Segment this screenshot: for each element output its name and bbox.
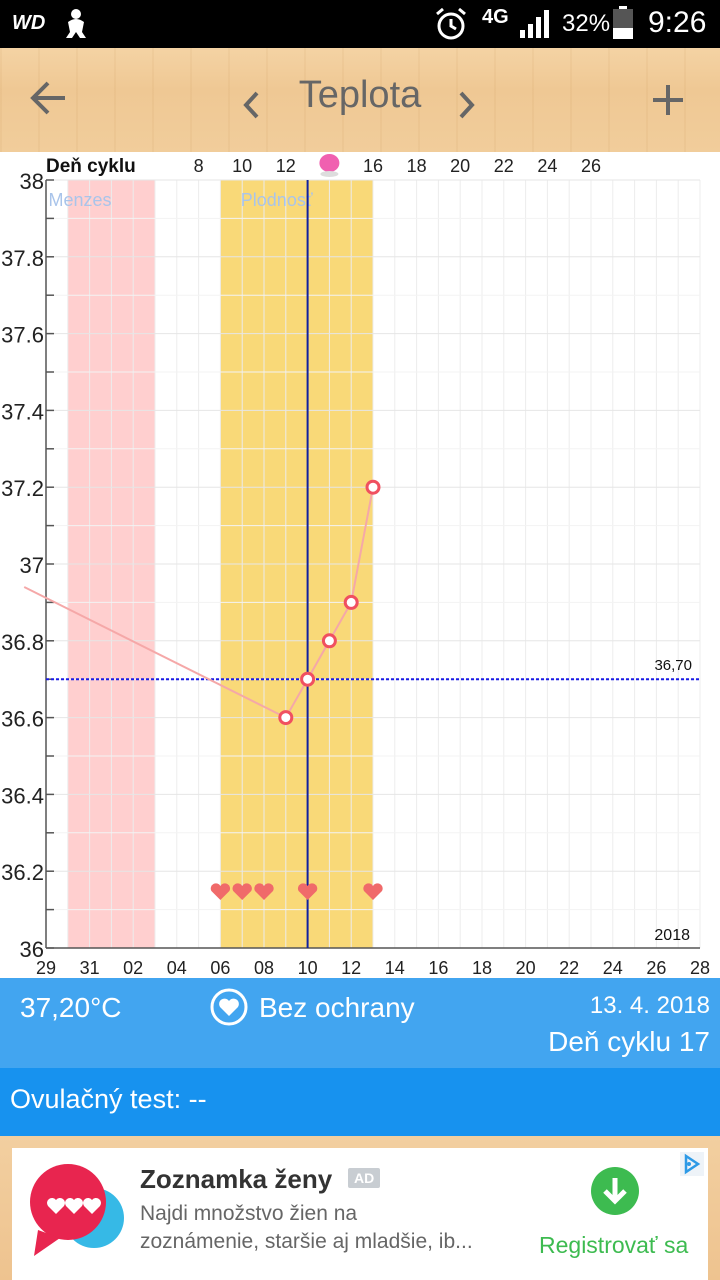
x-tick-label: 24 [603,958,623,978]
cycle-day: Deň cyklu 17 [548,1026,710,1057]
year-label: 2018 [654,927,690,944]
x-tick-label: 28 [690,958,710,978]
battery-percent: 32% [562,10,611,37]
x-tick-label: 12 [341,958,361,978]
alarm-icon [434,6,468,47]
y-tick-label: 36.4 [1,783,44,808]
app-bar: Teplota [0,48,720,152]
ad-description-line1: Najdi množstvo žien na [140,1202,358,1225]
top-tick-label: 16 [363,156,383,176]
protection-status: Bez ochrany [259,992,415,1023]
status-bar: WD 4G 32% 9:26 [0,0,720,48]
y-tick-label: 36.8 [1,630,44,655]
x-tick-label: 18 [472,958,492,978]
heart-icon [363,883,383,900]
ad-cta[interactable]: Registrovať sa [539,1232,689,1258]
temperature-chart-svg[interactable]: Menzes Plodnosť 36 36.2 36.4 36.6 36.8 37 37.2 37… [0,152,720,978]
chat-hearts-icon[interactable] [24,1158,128,1267]
selected-date: 13. 4. 2018 [589,992,710,1019]
y-tick-label: 37.4 [1,399,44,424]
x-tick-label: 26 [646,958,666,978]
page-title: Teplota [298,74,422,116]
temperature-point [300,671,316,687]
x-tick-label: 04 [167,958,187,978]
download-arrow-icon[interactable] [590,1166,640,1221]
coverline-label: 36,70 [654,657,692,674]
ad-area: Zoznamka ženy AD Najdi množstvo žien na … [0,1136,720,1280]
y-tick-label: 38 [20,169,44,194]
ad-badge: AD [348,1168,381,1188]
wd-icon: WD [12,12,46,34]
temperature-point [321,633,337,649]
top-tick-label: 20 [450,156,470,176]
network-4g-icon: 4G [482,6,509,28]
x-tick-label: 16 [428,958,448,978]
y-tick-label: 37.8 [1,246,44,271]
heart-icon [254,883,274,900]
temperature-point [278,710,294,726]
y-tick-label: 37.6 [1,323,44,348]
ad-description-line2: zoznámenie, staršie aj mladšie, ib... [140,1230,473,1253]
temperature-point [365,479,381,495]
x-tick-label: 22 [559,958,579,978]
top-tick-label: 12 [276,156,296,176]
temperature-chart[interactable]: Menzes Plodnosť 36 36.2 36.4 36.6 36.8 37 37.2 37… [0,152,720,978]
arrow-left-icon[interactable] [28,78,68,126]
heart-icon [232,883,252,900]
baby-icon [62,8,90,45]
x-tick-label: 29 [36,958,56,978]
clock: 9:26 [648,6,707,39]
y-tick-label: 37.2 [1,476,44,501]
ad-banner[interactable]: Zoznamka ženy AD Najdi množstvo žien na … [12,1148,708,1280]
ovulation-test-bar[interactable]: Ovulačný test: -- [0,1068,720,1136]
top-axis-label: Deň cyklu [46,156,136,177]
temperature-value: 37,20°C [20,992,122,1023]
x-tick-label: 02 [123,958,143,978]
x-tick-label: 14 [385,958,405,978]
info-bar[interactable]: 37,20°C Bez ochrany 13. 4. 2018 Deň cykl… [0,978,720,1068]
adchoices-icon[interactable] [680,1152,704,1181]
x-tick-label: 31 [80,958,100,978]
ovulation-dot-shadow [320,171,339,177]
top-tick-label: 18 [407,156,427,176]
region-label: Plodnosť [241,190,313,210]
temperature-point [343,594,359,610]
ovulation-test-label: Ovulačný test: -- [10,1084,207,1114]
heart-icon [210,883,231,900]
x-tick-label: 06 [210,958,230,978]
y-tick-label: 36 [20,937,44,962]
y-tick-label: 37 [20,553,44,578]
plus-icon[interactable] [650,80,686,128]
ad-title[interactable]: Zoznamka ženy [140,1164,333,1194]
top-tick-label: 8 [194,156,204,176]
region-label: Menzes [48,190,111,210]
y-tick-label: 36.6 [1,707,44,732]
top-tick-label: 24 [537,156,557,176]
x-tick-label: 10 [298,958,318,978]
y-tick-label: 36.2 [1,860,44,885]
x-tick-label: 20 [516,958,536,978]
battery-icon [612,6,634,45]
chevron-left-icon[interactable] [240,82,264,130]
ovulation-dot-icon [319,154,340,172]
heart-circle-icon [210,988,248,1031]
top-tick-label: 26 [581,156,601,176]
temperature-line [23,487,374,719]
top-tick-label: 22 [494,156,514,176]
chevron-right-icon[interactable] [454,82,478,130]
x-tick-label: 08 [254,958,274,978]
signal-icon [518,8,552,45]
heart-icon [297,883,318,900]
top-tick-label: 10 [232,156,252,176]
